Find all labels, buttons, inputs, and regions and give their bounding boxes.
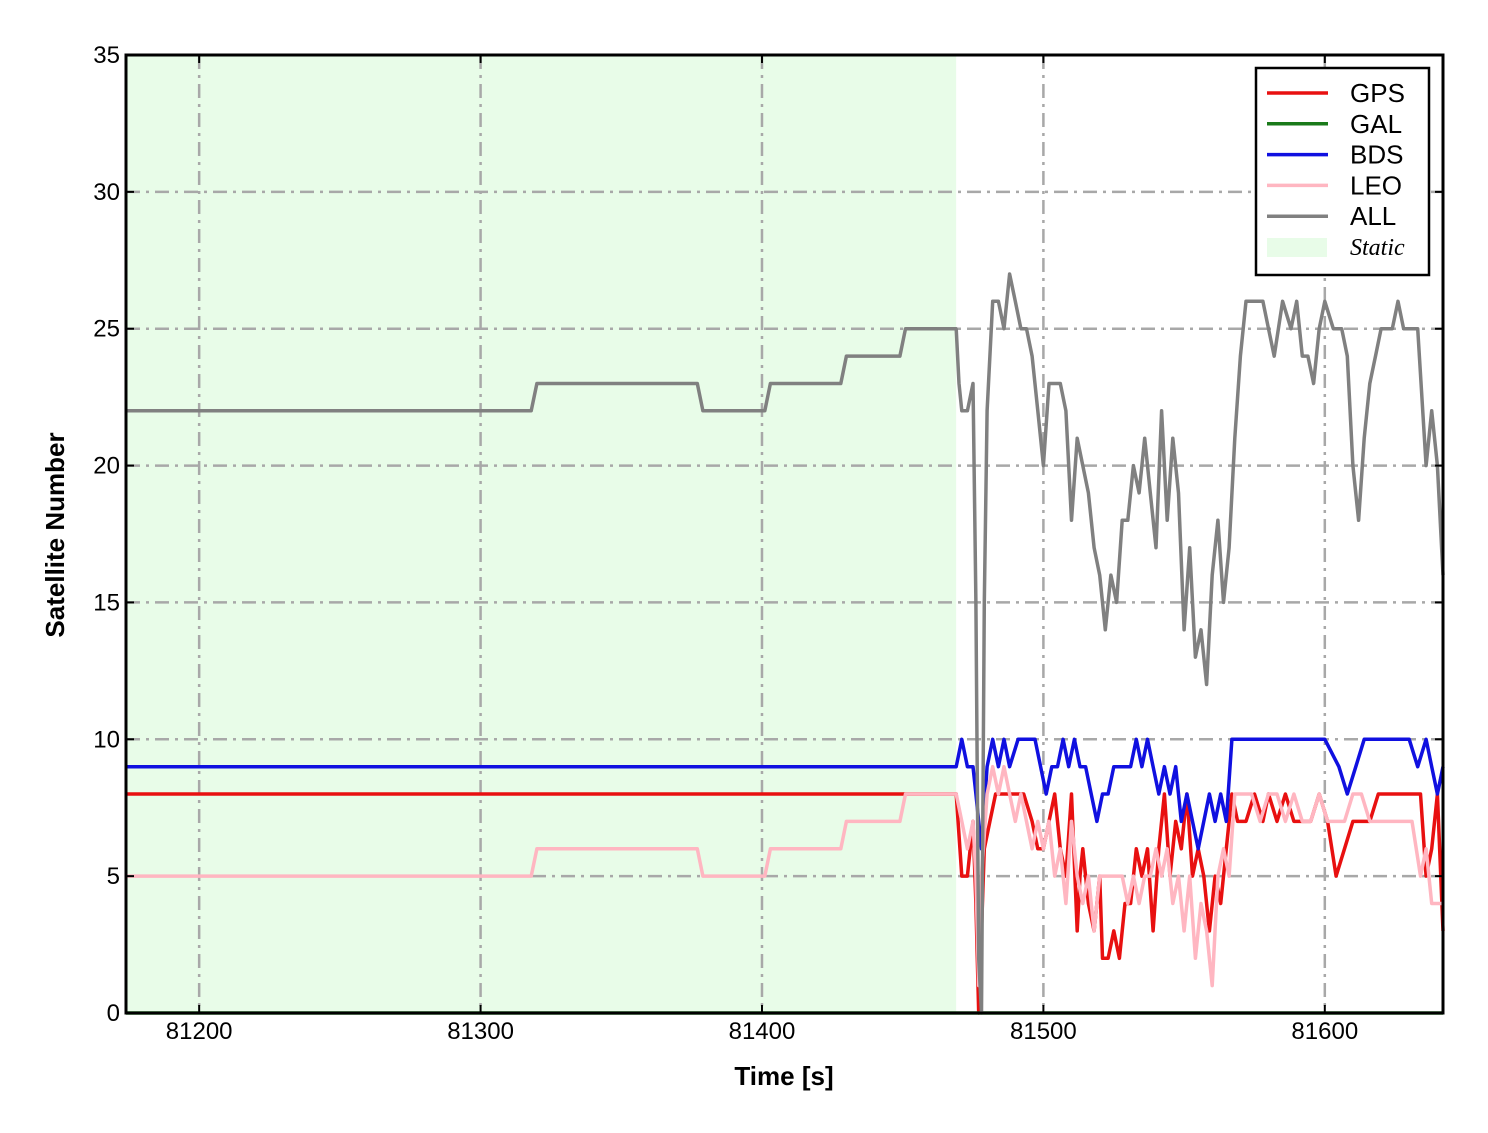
y-tick-label: 35 [93,42,120,69]
x-tick-label: 81500 [1010,1018,1077,1045]
y-axis-label: Satellite Number [40,432,70,637]
axes-layer [124,53,1445,1015]
y-tick-label: 15 [93,589,120,616]
series-bds-line [126,737,1445,851]
legend-label-gal: GAL [1350,109,1402,139]
x-tick-label: 81300 [447,1018,514,1045]
legend-label-leo: LEO [1350,170,1402,200]
x-tick-label: 81200 [166,1018,233,1045]
x-tick-label: 81600 [1291,1018,1358,1045]
series-leo-line [126,764,1443,988]
legend-label-bds: BDS [1350,140,1403,170]
series-all-line [126,272,1445,1015]
y-tick-label: 30 [93,179,120,206]
legend-label-static: Static [1350,235,1405,261]
grid-layer [126,55,1443,1013]
plot-frame [124,53,1445,1015]
y-tick-label: 20 [93,453,120,480]
series-gps-line [126,792,1445,1015]
legend-swatch-static [1267,238,1327,257]
y-tick-label: 25 [93,316,120,343]
tick-label-layer: 81200 81300 81400 81500 81600 0 5 10 15 20 25 30 35 [93,42,1358,1045]
x-axis-label: Time [s] [734,1061,833,1091]
y-tick-label: 10 [93,726,120,753]
y-tick-label: 0 [107,1000,120,1027]
legend-label-gps: GPS [1350,78,1405,108]
x-tick-label: 81400 [729,1018,796,1045]
static-region-layer [126,55,957,1013]
y-tick-label: 5 [107,863,120,890]
legend-label-all: ALL [1350,201,1396,231]
static-region [126,55,957,1013]
